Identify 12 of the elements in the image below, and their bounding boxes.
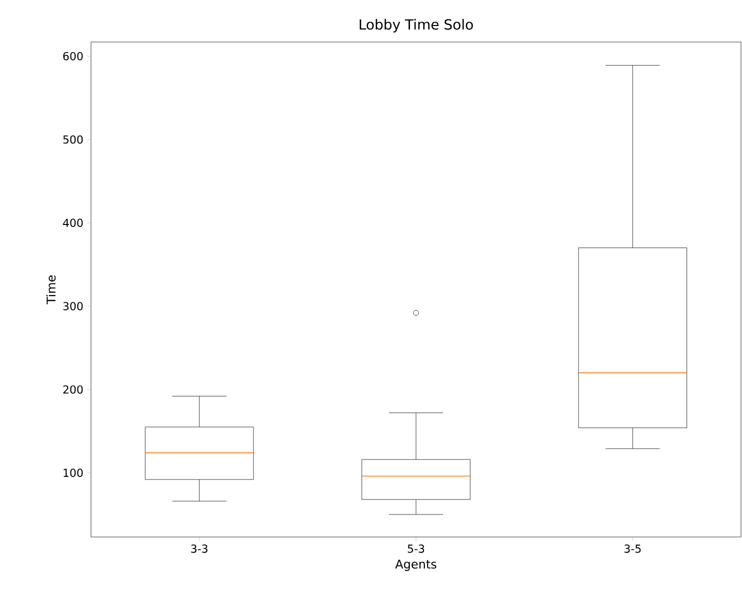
y-tick-label: 200	[63, 385, 83, 394]
x-axis-title: Agents	[395, 560, 436, 571]
y-tick-label: 500	[63, 135, 83, 144]
y-tick-label: 100	[64, 468, 83, 477]
x-tick-label: 3-3	[191, 544, 208, 553]
y-tick-label: 600	[63, 52, 83, 60]
y-tick-label: 400	[63, 218, 83, 227]
x-tick-label: 5-3	[408, 544, 424, 553]
y-tick-label: 300	[63, 302, 83, 310]
chart-title: Lobby Time Solo	[360, 18, 473, 32]
y-axis-title: Time	[46, 275, 56, 304]
x-tick-label: 3-5	[624, 544, 641, 553]
